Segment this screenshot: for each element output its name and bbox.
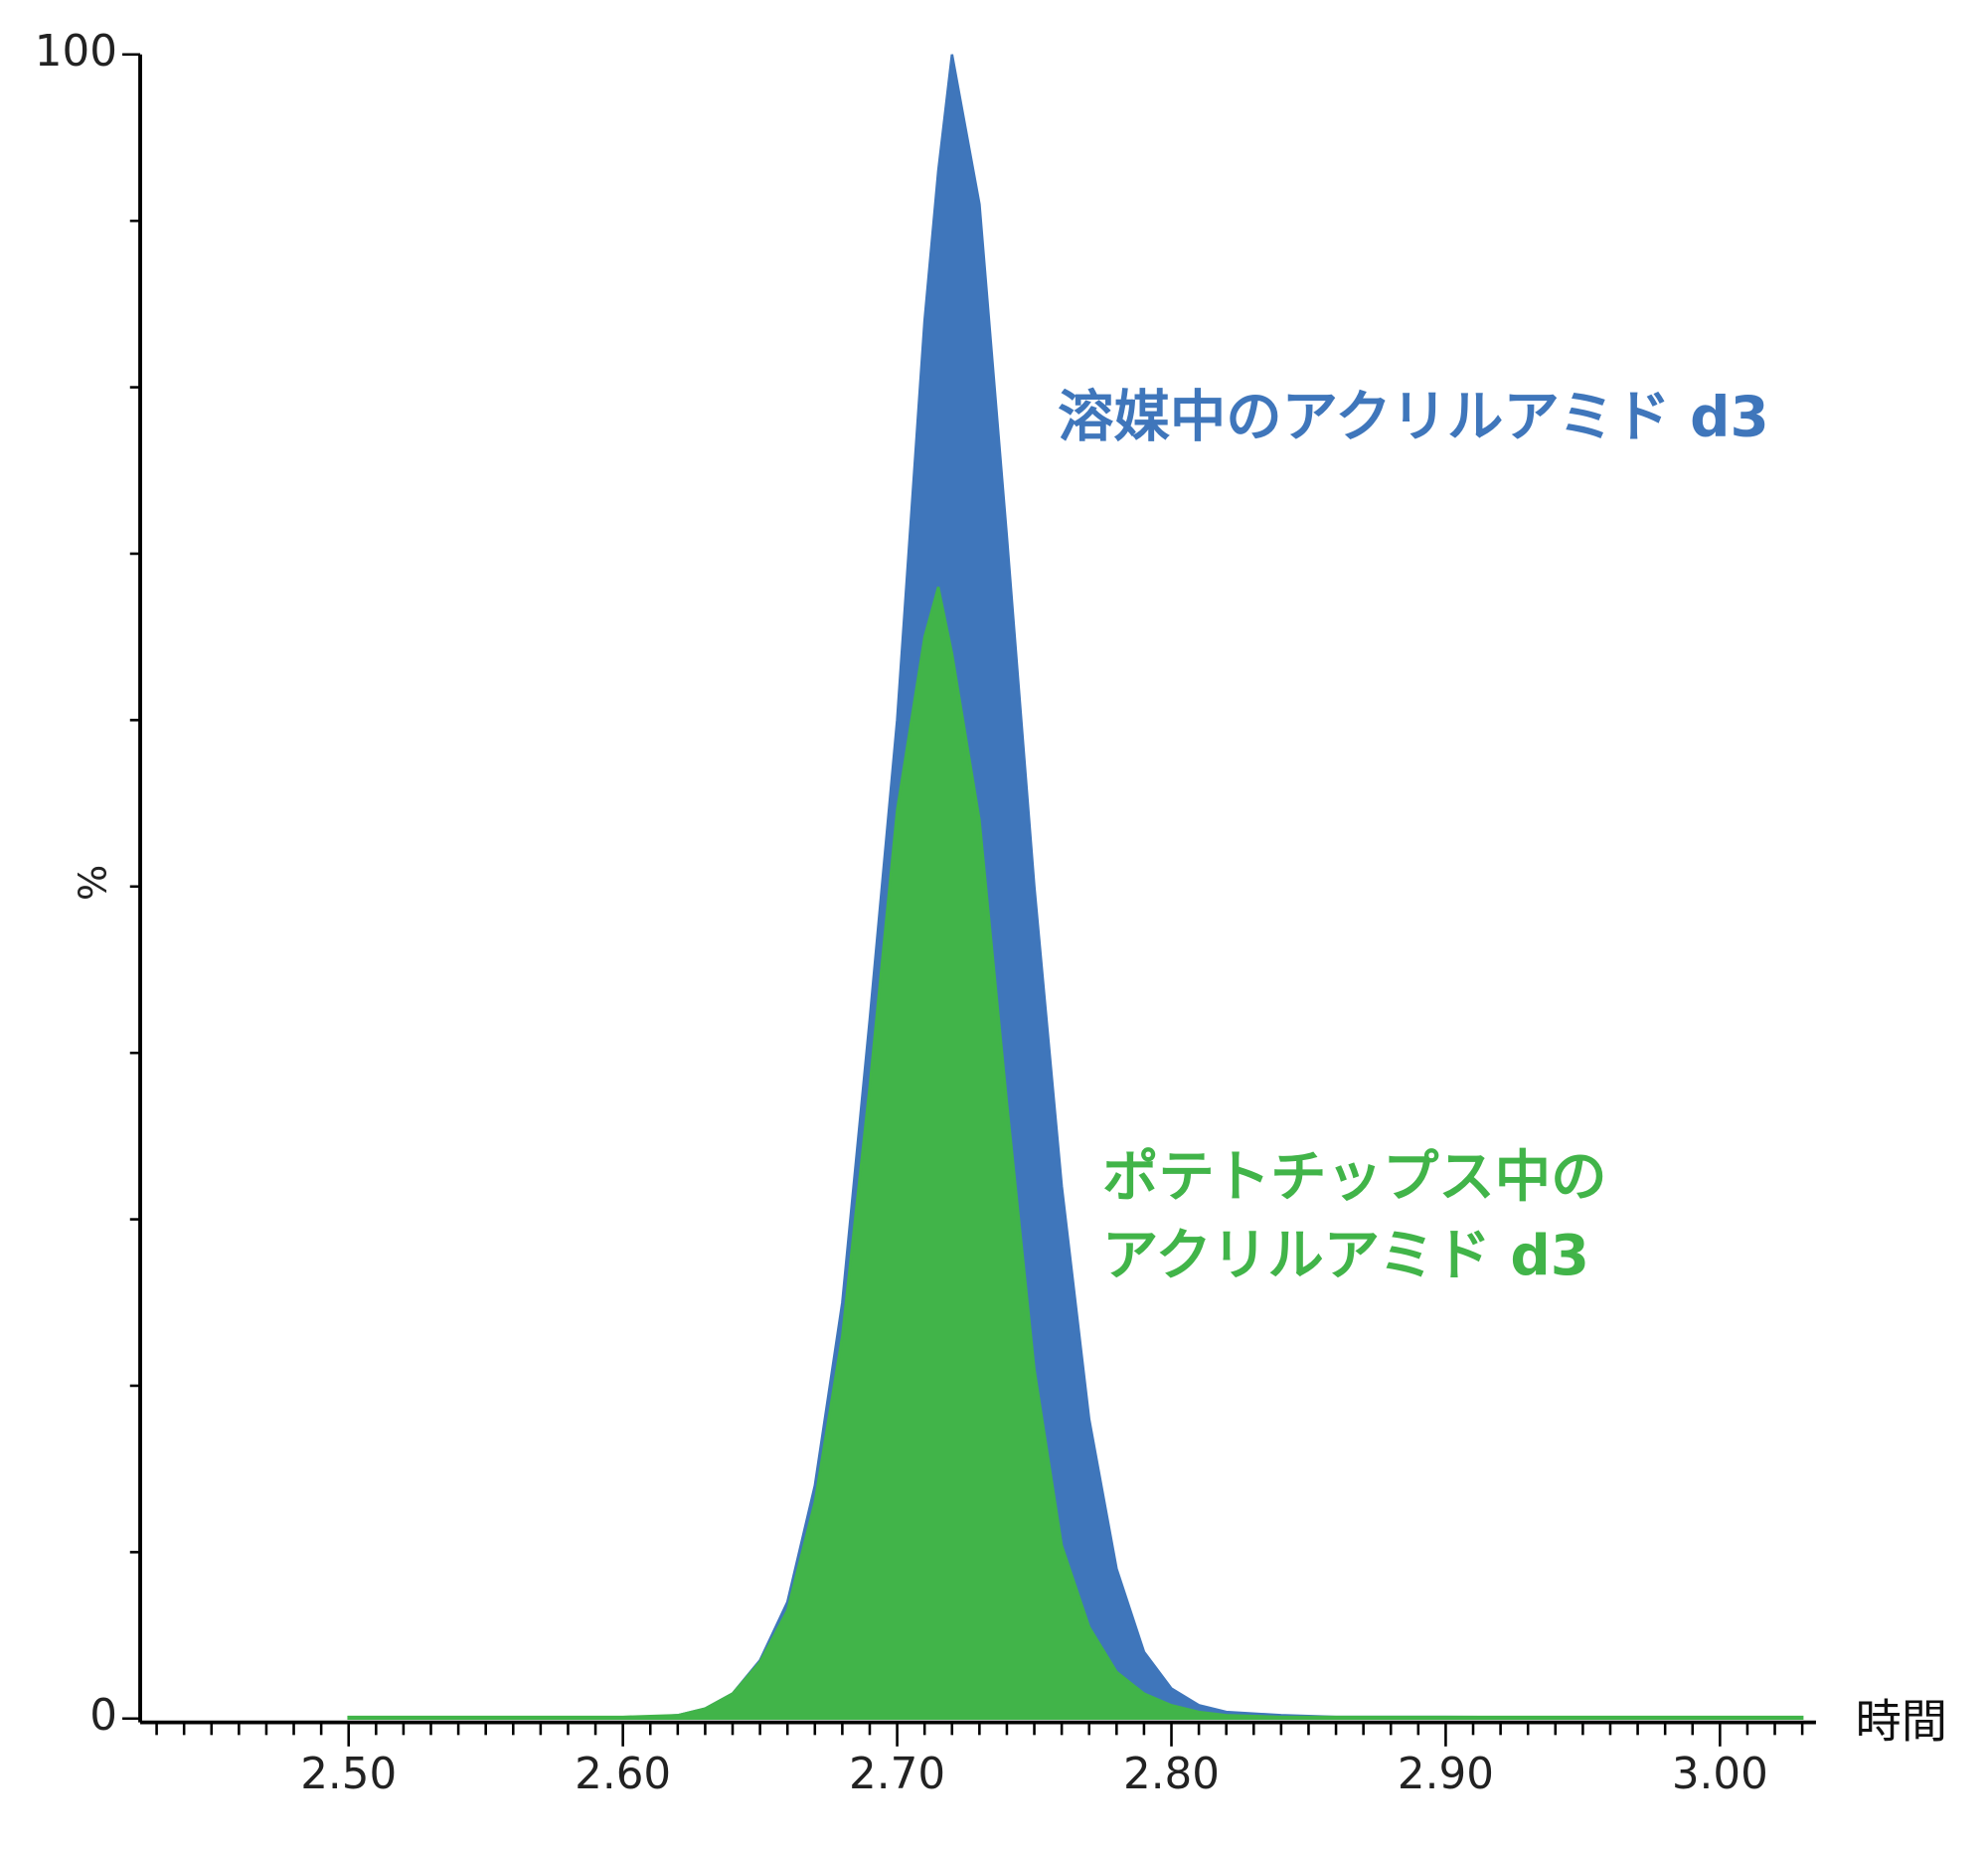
x-tick-label: 3.00 <box>1672 1750 1768 1799</box>
series-label: ポテトチップス中の <box>1102 1145 1607 1210</box>
area <box>347 587 1804 1721</box>
series-label: 溶媒中のアクリルアミド d3 <box>1058 386 1769 450</box>
y-axis-label: % <box>72 865 116 901</box>
x-tick-label: 2.60 <box>575 1750 671 1799</box>
y-tick-label: 0 <box>89 1691 117 1741</box>
area <box>348 54 1803 1721</box>
x-tick-label: 2.50 <box>300 1750 397 1799</box>
x-axis-label: 時間 <box>1856 1695 1947 1749</box>
y-tick-label: 100 <box>35 27 117 77</box>
x-tick-label: 2.80 <box>1123 1750 1220 1799</box>
series-label: アクリルアミド d3 <box>1102 1224 1589 1288</box>
x-tick-label: 2.70 <box>849 1750 945 1799</box>
x-tick-label: 2.90 <box>1398 1750 1494 1799</box>
